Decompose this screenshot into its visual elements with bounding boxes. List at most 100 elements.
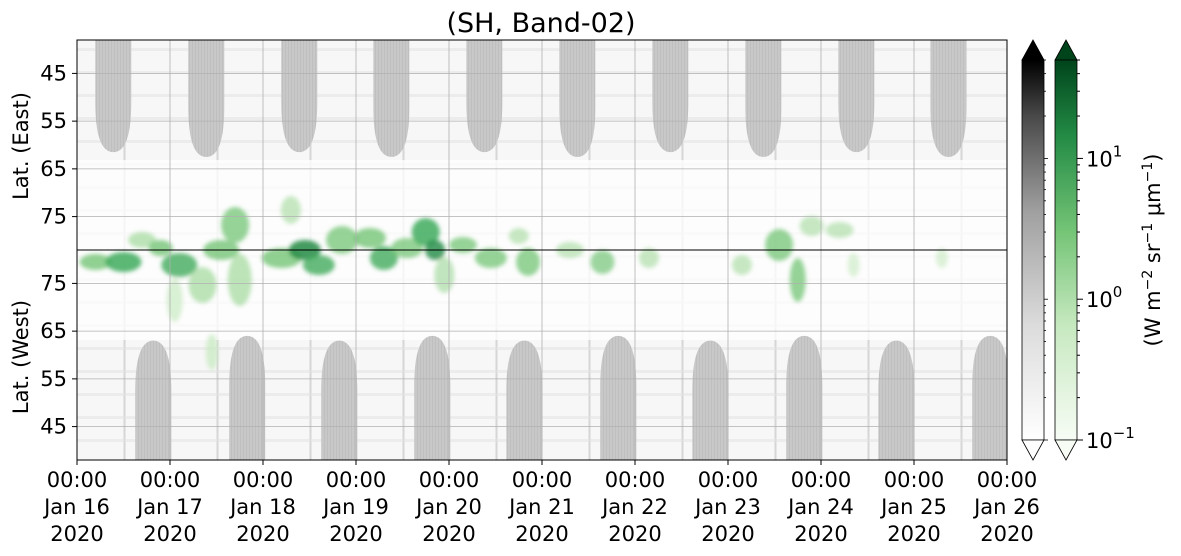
x-tick-label: Jan 24 (786, 495, 854, 519)
y-axis-label-east: Lat. (East) (9, 92, 33, 200)
x-tick-label: 2020 (329, 522, 382, 546)
x-tick-label: Jan 21 (507, 495, 575, 519)
aurora-blob (302, 255, 335, 275)
aurora-blob (326, 226, 359, 254)
x-tick-label: 2020 (887, 522, 940, 546)
x-tick-label: 00:00 (326, 468, 387, 492)
colorbar-tick-label: 101 (1086, 142, 1122, 171)
aurora-blob (799, 216, 824, 236)
colorbar-extend-top (1054, 39, 1078, 61)
x-tick-label: 2020 (50, 522, 103, 546)
x-tick-label: 00:00 (140, 468, 201, 492)
no-data-region-east (281, 40, 318, 153)
colorbar-greys (1021, 39, 1048, 461)
colorbar-body (1054, 59, 1078, 441)
no-data-region-east (838, 40, 875, 153)
aurora-blob (825, 222, 854, 238)
no-data-region-west (321, 340, 358, 460)
x-tick-label: 00:00 (977, 468, 1038, 492)
aurora-blob (935, 248, 948, 268)
x-tick-label: 00:00 (884, 468, 945, 492)
no-data-region-west (229, 335, 266, 460)
x-tick-label: Jan 18 (228, 495, 296, 519)
colorbar-greens: 101 100 10−1 (1054, 39, 1135, 461)
no-data-region-west (878, 340, 915, 460)
x-tick-label: Jan 20 (414, 495, 482, 519)
y-axis-ticks: 45 55 65 75 75 65 55 45 (40, 61, 77, 439)
colorbar-tick-label: 100 (1086, 283, 1122, 312)
x-tick-label: 2020 (143, 522, 196, 546)
x-tick-label: 00:00 (791, 468, 852, 492)
x-tick-label: 00:00 (47, 468, 108, 492)
no-data-region-east (95, 40, 132, 153)
x-tick-label: 00:00 (605, 468, 666, 492)
no-data-region-west (692, 340, 729, 460)
x-tick-label: 2020 (236, 522, 289, 546)
no-data-region-east (930, 40, 967, 157)
no-data-region-west (414, 335, 451, 460)
aurora-layer (79, 196, 948, 370)
y-tick-label-west: 75 (40, 271, 67, 295)
colorbar-label: (W m−2 sr−1 μm−1) (1140, 154, 1165, 347)
aurora-blob (731, 255, 752, 275)
aurora-blob (79, 254, 112, 270)
aurora-blob (188, 267, 217, 303)
colorbar-extend-bottom (1021, 439, 1045, 461)
aurora-blob (105, 252, 142, 272)
aurora-blob (474, 248, 507, 268)
no-data-region-east (466, 40, 503, 153)
y-tick-label-west: 55 (40, 367, 67, 391)
chart-title: (SH, Band-02) (446, 8, 635, 39)
x-tick-label: Jan 17 (135, 495, 203, 519)
aurora-blob (128, 232, 157, 248)
aurora-blob (638, 248, 659, 268)
x-tick-label: 2020 (608, 522, 661, 546)
x-tick-label: 2020 (794, 522, 847, 546)
aurora-blob (847, 253, 860, 277)
x-tick-label: 00:00 (233, 468, 294, 492)
aurora-blob (590, 250, 615, 274)
aurora-blob (516, 248, 541, 276)
colorbar-extend-bottom (1054, 439, 1078, 461)
aurora-blob (789, 258, 806, 302)
aurora-blob (227, 254, 252, 306)
x-tick-label: Jan 22 (600, 495, 668, 519)
colorbar-body (1021, 59, 1045, 441)
y-tick-label-west: 65 (40, 319, 67, 343)
no-data-region-west (135, 340, 172, 460)
no-data-region-east (373, 40, 410, 157)
aurora-blob (166, 278, 183, 322)
aurora-blob (391, 238, 424, 258)
x-tick-label: 00:00 (698, 468, 759, 492)
x-tick-label: 00:00 (419, 468, 480, 492)
y-tick-label-west: 45 (40, 415, 67, 439)
aurora-blob (508, 228, 529, 244)
x-axis-ticks: 00:00 Jan 16 2020 00:00 Jan 17 2020 00:00 Jan 1… (42, 460, 1040, 546)
x-tick-label: Jan 23 (693, 495, 761, 519)
x-tick-label: Jan 16 (42, 495, 110, 519)
aurora-blob (221, 207, 250, 243)
aurora-blob (280, 196, 301, 224)
colorbar-extend-top (1021, 39, 1045, 61)
y-tick-label-east: 65 (40, 157, 67, 181)
y-tick-label-east: 45 (40, 61, 67, 85)
no-data-region-east (559, 40, 596, 157)
x-tick-label: 2020 (422, 522, 475, 546)
aurora-blob (205, 334, 218, 370)
aurora-blob (411, 218, 440, 246)
no-data-region-east (745, 40, 782, 157)
aurora-blob (765, 229, 794, 261)
x-tick-label: 00:00 (512, 468, 573, 492)
y-tick-label-east: 55 (40, 109, 67, 133)
no-data-region-west (600, 335, 637, 460)
no-data-region-west (506, 340, 543, 460)
x-tick-label: Jan 19 (321, 495, 389, 519)
no-data-region-west (786, 335, 823, 460)
aurora-blob (448, 237, 477, 253)
no-data-region-east (188, 40, 225, 157)
x-tick-label: 2020 (701, 522, 754, 546)
y-tick-label-east: 75 (40, 205, 67, 229)
x-tick-label: Jan 25 (879, 495, 947, 519)
aurora-blob (353, 228, 386, 248)
